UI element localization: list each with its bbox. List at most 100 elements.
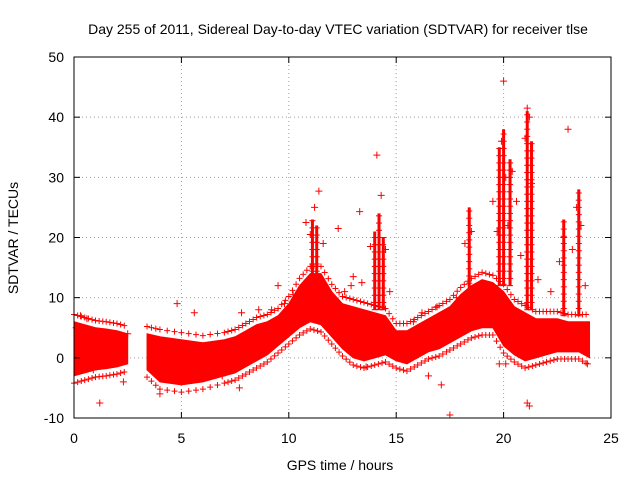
band-edge-marker (339, 293, 346, 300)
data-point (577, 221, 585, 229)
x-axis-ticks: 0 5 10 15 20 25 (70, 57, 619, 446)
band-edge-marker (411, 363, 418, 370)
band-edge-marker (171, 388, 178, 395)
band-edge-marker (246, 318, 253, 325)
band-edge-marker (296, 331, 303, 338)
band-edge-marker (271, 307, 278, 314)
data-point (502, 173, 510, 181)
band-edge-marker (328, 281, 335, 288)
band-edge-marker (543, 359, 550, 366)
data-point (366, 243, 374, 251)
band-edge-marker (403, 320, 410, 327)
band-edge-marker (457, 340, 464, 347)
band-edge-marker (350, 362, 357, 369)
band-edge-marker (432, 353, 439, 360)
band-edge-marker (479, 269, 486, 276)
band-edge-marker (396, 366, 403, 373)
band-edge-marker (407, 366, 414, 373)
data-point (508, 167, 516, 175)
band-edge-marker (300, 329, 307, 336)
data-point (255, 306, 263, 314)
band-edge-marker (353, 297, 360, 304)
band-edge-marker (246, 369, 253, 376)
band-edge-marker (282, 343, 289, 350)
band-edge-marker (152, 325, 159, 332)
band-edge-marker (547, 358, 554, 365)
data-point (512, 197, 520, 205)
band-edge-marker (446, 296, 453, 303)
band-edge-marker (207, 331, 214, 338)
data-point (452, 294, 460, 302)
band-edge-marker (525, 364, 532, 371)
band-edge-marker (443, 348, 450, 355)
band-edge-marker (529, 363, 536, 370)
band-edge-marker (199, 386, 206, 393)
band-edge-marker (148, 324, 155, 331)
band-edge-marker (432, 304, 439, 311)
band-edge-marker (583, 311, 590, 318)
band-edge-marker (346, 359, 353, 366)
band-edge-marker (110, 319, 117, 326)
data-point (517, 252, 525, 260)
data-point (583, 360, 591, 368)
band-edge-marker (464, 336, 471, 343)
data-point (76, 312, 84, 320)
band-edge-marker (461, 338, 468, 345)
data-point (504, 221, 512, 229)
x-tick-label: 15 (388, 430, 404, 446)
band-edge-marker (429, 306, 436, 313)
data-point (525, 113, 533, 121)
x-tick-label: 0 (70, 430, 78, 446)
band-edge-marker (493, 338, 500, 345)
band-edge-marker (278, 346, 285, 353)
data-series (71, 77, 591, 419)
band-edge-marker (518, 363, 525, 370)
band-edge-marker (511, 359, 518, 366)
data-point (521, 134, 529, 142)
band-edge-marker (221, 329, 228, 336)
x-tick-label: 10 (281, 430, 297, 446)
band-edge-marker (289, 287, 296, 294)
band-edge-marker (325, 275, 332, 282)
data-point (347, 282, 355, 290)
data-point (500, 77, 508, 85)
data-point (386, 288, 394, 296)
data-point (124, 330, 132, 338)
band-edge-marker (336, 349, 343, 356)
y-axis-ticks: -10 0 10 20 30 40 50 (44, 49, 611, 426)
band-edge-marker (289, 337, 296, 344)
x-axis-label: GPS time / hours (287, 457, 394, 473)
band-edge-marker (310, 326, 317, 333)
band-edge-marker (296, 275, 303, 282)
band-edge-marker (457, 284, 464, 291)
band-edge-marker (239, 322, 246, 329)
data-point (497, 137, 505, 145)
y-tick-label: 30 (48, 169, 64, 185)
band-edge-marker (583, 360, 590, 367)
band-edge-marker (85, 376, 92, 383)
data-point (152, 342, 160, 350)
band-edge-marker (239, 373, 246, 380)
band-edge-marker (271, 352, 278, 359)
band-edge-marker (282, 297, 289, 304)
data-point (377, 191, 385, 199)
x-tick-label: 20 (496, 430, 512, 446)
band-edge-marker (518, 300, 525, 307)
band-edge-marker (425, 308, 432, 315)
band-edge-marker (214, 330, 221, 337)
data-point (495, 360, 503, 368)
band-edge-marker (260, 360, 267, 367)
band-edge-marker (144, 374, 151, 381)
band-edge-marker (250, 366, 257, 373)
band-edge-marker (443, 298, 450, 305)
band-edge-marker (178, 389, 185, 396)
data-point (235, 384, 243, 392)
band-edge-marker (389, 315, 396, 322)
band-edge-marker (332, 285, 339, 292)
band-edge-marker (414, 362, 421, 369)
data-point (437, 381, 445, 389)
band-edge-marker (235, 375, 242, 382)
band-edge-marker (275, 350, 282, 357)
data-point (433, 303, 441, 311)
data-point (525, 402, 533, 410)
